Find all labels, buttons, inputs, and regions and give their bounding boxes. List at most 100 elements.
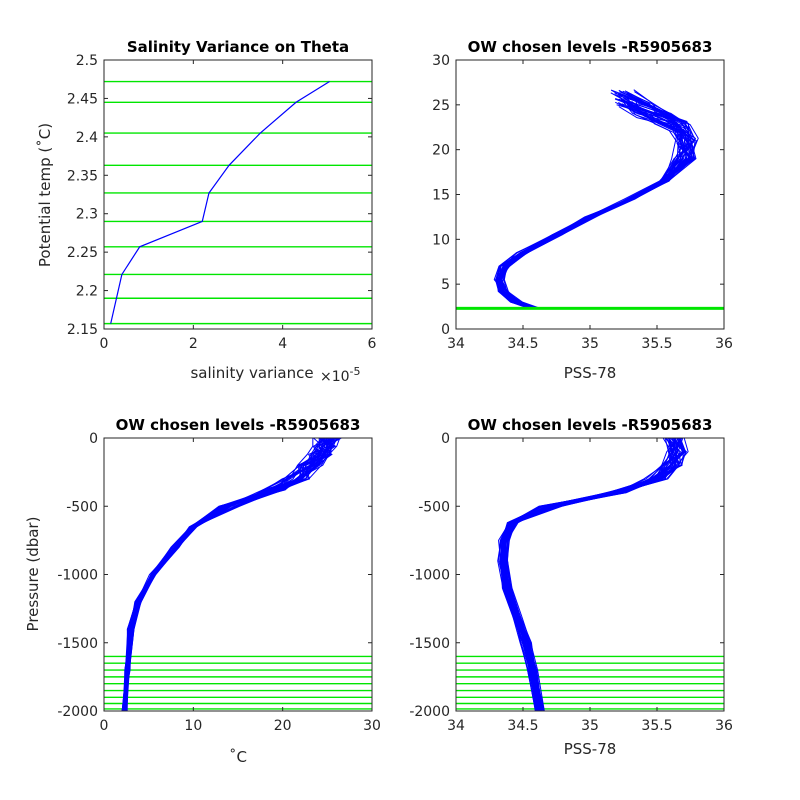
profile-line: [499, 97, 690, 309]
panel1-series: [110, 81, 330, 324]
y-tick-label: 0: [89, 431, 98, 447]
y-tick-label: 5: [441, 277, 450, 293]
panel-temperature-pressure: OW chosen levels -R5905683 0 10 20 30 -2000…: [24, 416, 381, 766]
panel4-x-ticks: 34 34.5 35 35.5 36: [447, 438, 733, 734]
x-tick-label: 30: [363, 718, 381, 734]
profile-line: [493, 101, 682, 309]
x-tick-label: 6: [368, 336, 377, 352]
profile-line: [500, 438, 676, 711]
y-tick-label: 2.35: [67, 168, 98, 184]
y-tick-label: 15: [432, 188, 450, 204]
y-tick-label: 2.5: [76, 53, 98, 69]
x-tick-label: 36: [715, 336, 733, 352]
x-tick-label: 4: [278, 336, 287, 352]
panel1-y-ticks: 2.15 2.2 2.25 2.3 2.35 2.4 2.45 2.5: [67, 53, 372, 338]
panel1-title: Salinity Variance on Theta: [127, 38, 349, 56]
y-tick-label: 2.3: [76, 207, 98, 223]
exponent-power: -5: [350, 365, 361, 378]
panel2-level-band: [456, 306, 724, 310]
profile-line: [495, 99, 695, 309]
y-tick-label: 2.4: [76, 130, 98, 146]
panel-salinity-pressure: OW chosen levels -R5905683 34 34.5 35 35.5 3…: [409, 416, 733, 758]
x-tick-label: 20: [274, 718, 292, 734]
x-tick-label: 34.5: [507, 336, 538, 352]
x-tick-label: 34: [447, 336, 465, 352]
profile-line: [498, 97, 696, 309]
profile-line: [501, 92, 690, 309]
profile-line: [500, 103, 683, 309]
panel2-xlabel: PSS-78: [564, 364, 617, 382]
panel1-level-lines: [104, 80, 372, 325]
panel3-xlabel: ˚C: [229, 748, 247, 766]
y-tick-label: -2000: [57, 704, 98, 720]
profile-line: [499, 104, 694, 309]
panel3-profiles: [121, 438, 342, 711]
x-tick-label: 34: [447, 718, 465, 734]
panel3-y-ticks: -2000 -1500 -1000 -500 0: [57, 431, 372, 720]
y-tick-label: 0: [441, 431, 450, 447]
panel4-title: OW chosen levels -R5905683: [468, 416, 713, 434]
y-tick-label: 2.2: [76, 284, 98, 300]
x-tick-label: 34.5: [507, 718, 538, 734]
panel3-ylabel: Pressure (dbar): [24, 517, 42, 632]
panel1-x-ticks: 0 2 4 6: [100, 60, 377, 352]
panel-theta-salinity: OW chosen levels -R5905683 34 34.5 35 35.5 3…: [432, 38, 733, 382]
panel4-profiles: [497, 438, 689, 711]
profile-line: [497, 92, 690, 309]
profile-line: [496, 92, 694, 309]
exponent-base: ×10: [320, 369, 350, 385]
panel3-x-ticks: 0 10 20 30: [100, 438, 381, 734]
y-tick-label: -1500: [57, 636, 98, 652]
y-tick-label: 2.45: [67, 91, 98, 107]
profile-line: [503, 98, 690, 309]
y-tick-label: -500: [418, 499, 450, 515]
level-band: [456, 306, 724, 310]
y-tick-label: 0: [441, 322, 450, 338]
profile-line: [498, 101, 691, 309]
profile-line: [499, 104, 685, 309]
panel4-xlabel: PSS-78: [564, 740, 617, 758]
y-tick-label: -1000: [57, 568, 98, 584]
panel3-title: OW chosen levels -R5905683: [116, 416, 361, 434]
x-tick-label: 35.5: [641, 718, 672, 734]
profile-line: [498, 106, 692, 309]
profile-line: [500, 99, 689, 309]
y-tick-label: 2.15: [67, 322, 98, 338]
panel1-frame: [103, 59, 373, 330]
x-tick-label: 36: [715, 718, 733, 734]
x-tick-label: 35: [581, 718, 599, 734]
panel2-y-ticks: 0 5 10 15 20 25 30: [432, 53, 724, 338]
panel1-x-exponent: ×10-5: [320, 365, 361, 385]
x-tick-label: 0: [100, 336, 109, 352]
x-tick-label: 2: [189, 336, 198, 352]
profile-line: [499, 100, 693, 309]
x-tick-label: 35: [581, 336, 599, 352]
panel2-title: OW chosen levels -R5905683: [468, 38, 713, 56]
profile-line: [494, 95, 689, 309]
profile-line: [500, 102, 687, 309]
y-tick-label: -1000: [409, 568, 450, 584]
profile-line: [500, 98, 696, 309]
panel3-level-lines: [104, 655, 372, 710]
y-tick-label: 10: [432, 232, 450, 248]
x-tick-label: 10: [184, 718, 202, 734]
panel2-profiles: [493, 89, 699, 309]
profile-line: [496, 97, 693, 309]
panel4-level-lines: [456, 655, 724, 710]
panel2-x-ticks: 34 34.5 35 35.5 36: [447, 60, 733, 352]
x-tick-label: 0: [100, 718, 109, 734]
panel2-frame: [455, 59, 725, 330]
y-tick-label: -2000: [409, 704, 450, 720]
profile-line: [500, 96, 683, 309]
y-tick-label: -1500: [409, 636, 450, 652]
profile-line: [126, 438, 334, 711]
panel1-ylabel: Potential temp (˚C): [36, 123, 54, 267]
profile-line: [497, 103, 692, 309]
y-tick-label: 2.25: [67, 245, 98, 261]
y-tick-label: 30: [432, 53, 450, 69]
profile-line: [499, 104, 691, 309]
variance-line: [110, 81, 330, 324]
profile-line: [502, 438, 681, 711]
